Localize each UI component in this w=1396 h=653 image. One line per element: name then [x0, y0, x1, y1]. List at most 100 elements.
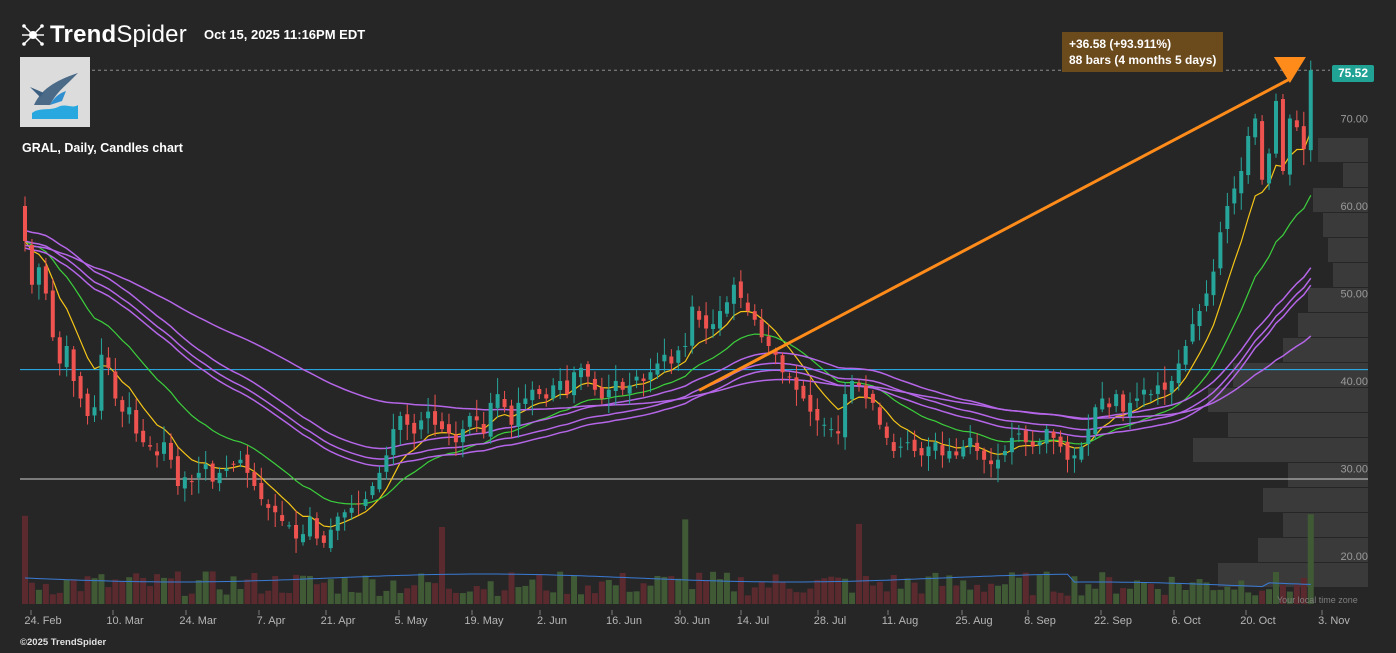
candle-body: [363, 499, 368, 506]
candle-body: [64, 346, 69, 368]
volume-bar: [1175, 583, 1182, 604]
x-tick-label: 5. May: [394, 615, 428, 627]
candle-body: [1141, 389, 1146, 395]
candle-body: [808, 394, 813, 412]
volume-bar: [911, 582, 918, 604]
volume-bar: [334, 593, 341, 604]
volume-bar: [571, 575, 578, 604]
volume-bar: [425, 582, 432, 604]
volume-bar: [508, 572, 515, 604]
volume-bar: [1182, 589, 1189, 604]
volume-bar: [1224, 586, 1231, 604]
candle-body: [245, 454, 250, 473]
volume-bar: [188, 593, 195, 604]
x-tick-label: 7. Apr: [257, 615, 286, 627]
x-tick-label: 20. Oct: [1240, 615, 1275, 627]
candle-body: [690, 306, 695, 346]
candle-body: [1002, 451, 1007, 456]
measure-line[interactable]: [698, 77, 1291, 392]
volume-bar: [320, 582, 327, 604]
candle-body: [968, 437, 973, 448]
x-tick-label: 6. Oct: [1171, 615, 1200, 627]
volume-bar: [1231, 589, 1238, 604]
candle-body: [1225, 206, 1230, 229]
candle-body: [120, 400, 125, 412]
volume-bar: [1120, 588, 1127, 604]
volume-bar: [1050, 591, 1057, 604]
volume-bar: [967, 589, 974, 604]
volume-bar: [918, 593, 925, 604]
candle-body: [1079, 446, 1084, 460]
candle-body: [752, 311, 757, 320]
volume-bar: [369, 579, 376, 604]
candle-body: [224, 468, 229, 471]
volume-bar: [515, 587, 522, 604]
volume-bar: [147, 586, 154, 604]
candle-body: [1135, 398, 1139, 401]
volume-bar: [77, 591, 84, 604]
volume-bar: [1279, 584, 1286, 604]
volume-bar: [800, 592, 807, 604]
volume-bar: [174, 571, 181, 604]
candle-body: [328, 529, 333, 549]
y-tick-label: 20.00: [1340, 551, 1368, 563]
volume-bar: [28, 582, 35, 604]
y-tick-label: 40.00: [1340, 376, 1368, 388]
trendspider-logo-icon: [22, 24, 44, 46]
brand-name-bold: Trend: [50, 21, 117, 48]
candle-body: [252, 471, 257, 486]
candle-body: [1280, 99, 1285, 171]
candle-body: [1086, 429, 1091, 445]
volume-bar: [459, 593, 466, 604]
measure-tool: [698, 56, 1306, 392]
measure-arrow: [1273, 56, 1306, 83]
volume-bar: [598, 581, 605, 604]
volume-bar: [1189, 582, 1196, 604]
candle-body: [509, 405, 514, 425]
candle-body: [57, 337, 62, 364]
x-tick-label: 2. Jun: [537, 615, 567, 627]
volume-bar: [487, 581, 494, 604]
candle-body: [210, 463, 215, 482]
volume-bar: [237, 589, 244, 604]
volume-bar: [251, 573, 258, 604]
volume-bar: [98, 574, 105, 604]
volume-profile-bar: [1288, 463, 1368, 487]
volume-bar: [849, 592, 856, 604]
candle-body: [975, 442, 980, 451]
volume-bar: [779, 581, 786, 604]
candle-body: [1121, 394, 1126, 412]
x-tick-label: 24. Feb: [24, 615, 61, 627]
volume-bar: [605, 579, 612, 604]
candle-body: [1274, 101, 1278, 154]
volume-bar: [1092, 588, 1099, 604]
candle-body: [961, 446, 966, 457]
volume-bar: [105, 587, 112, 604]
candle-body: [155, 451, 160, 456]
volume-bar: [376, 595, 383, 604]
candle-body: [697, 310, 702, 320]
candle-body: [474, 416, 479, 421]
volume-bar: [862, 576, 869, 604]
candle-body: [113, 371, 118, 399]
candle-body: [433, 411, 438, 425]
candle-body: [502, 399, 507, 408]
volume-bar: [327, 579, 334, 604]
brand-name-light: Spider: [116, 21, 187, 48]
candle-body: [815, 408, 820, 421]
volume-bar: [689, 589, 696, 604]
volume-bar: [223, 594, 230, 604]
volume-bar: [56, 592, 63, 604]
candle-body: [280, 515, 285, 521]
candle-body: [23, 206, 27, 241]
volume-bar: [181, 595, 188, 604]
x-tick-label: 25. Aug: [955, 615, 992, 627]
volume-bar: [988, 583, 995, 604]
volume-bar: [195, 580, 202, 604]
candle-body: [940, 445, 945, 456]
candle-body: [759, 319, 764, 338]
volume-bar: [974, 584, 981, 604]
volume-bar: [383, 590, 390, 604]
candle-body: [1023, 430, 1028, 443]
